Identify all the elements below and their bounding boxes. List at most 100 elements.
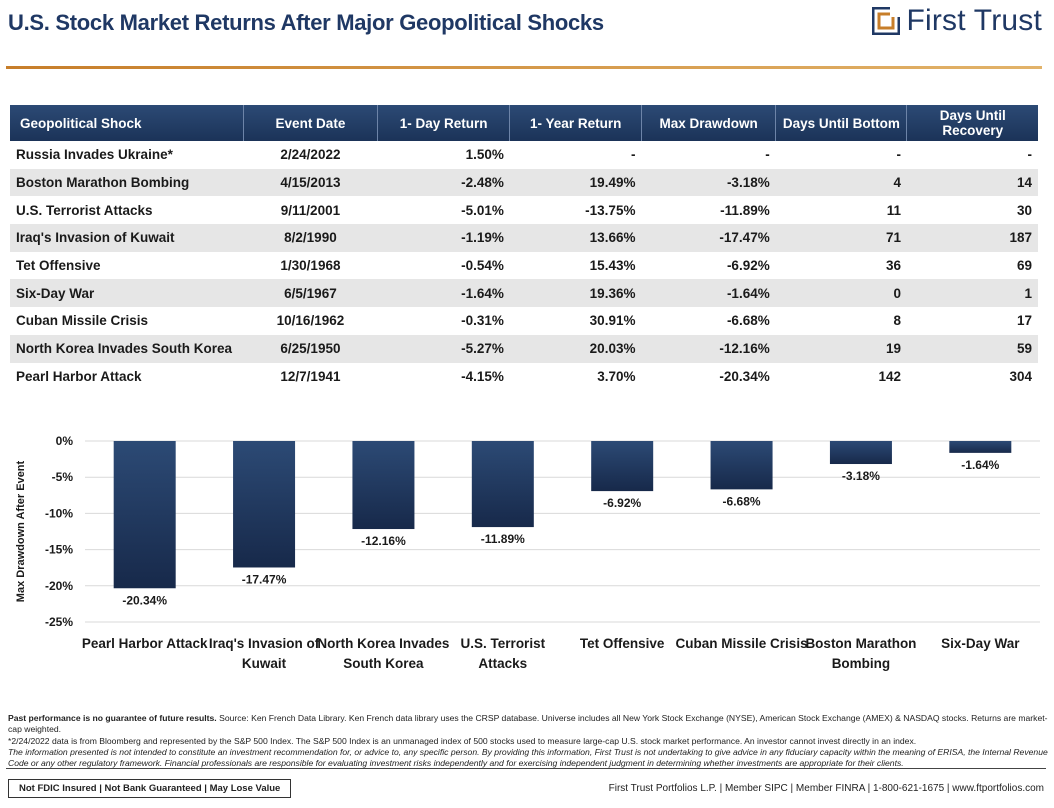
table-row: Boston Marathon Bombing 4/15/2013 -2.48% 19… <box>10 168 1038 197</box>
cell-bottom: 11 <box>886 202 901 218</box>
data-label: -6.92% <box>603 496 641 510</box>
data-label: -12.16% <box>361 534 406 548</box>
x-tick-label: Iraq's Invasion of <box>209 636 320 651</box>
x-tick-label: Boston Marathon <box>805 636 916 651</box>
cell-drawdown: -17.47% <box>641 224 776 252</box>
table-body: Russia Invades Ukraine* 2/24/2022 1.50% - - -… <box>10 141 1038 390</box>
cell-date: 10/16/1962 <box>276 313 345 329</box>
cell-1year: -13.75% <box>585 202 636 218</box>
x-tick-label: South Korea <box>343 656 424 671</box>
data-label: -3.18% <box>842 469 880 483</box>
table-row: Iraq's Invasion of Kuwait 8/2/1990 -1.19% 1… <box>10 224 1038 252</box>
bar <box>829 441 892 465</box>
cell-bottom: 4 <box>775 168 907 197</box>
header-col-bottom: Days Until Bottom <box>775 105 907 141</box>
y-axis-label: Max Drawdown After Event <box>15 460 27 602</box>
cell-drawdown: -12.16% <box>641 334 776 363</box>
cell-bottom: 8 <box>893 313 901 329</box>
cell-drawdown: -1.64% <box>641 279 776 308</box>
table-row: Tet Offensive 1/30/1968 -0.54% 15.43% -6.92%… <box>10 252 1038 280</box>
header-col-1day: 1- Day Return <box>376 105 510 141</box>
cell-date: 6/5/1967 <box>243 279 378 308</box>
cell-recovery: 17 <box>1016 313 1032 329</box>
cell-1year: 20.03% <box>509 334 642 363</box>
table-row: Pearl Harbor Attack 12/7/1941 -4.15% 3.70% -… <box>10 363 1038 391</box>
cell-shock: Tet Offensive <box>16 258 101 274</box>
bar <box>233 441 296 568</box>
cell-1day: -1.19% <box>377 224 510 252</box>
cell-bottom: 36 <box>885 258 901 274</box>
header-divider <box>6 66 1042 69</box>
cell-shock: Six-Day War <box>10 279 244 308</box>
data-label: -20.34% <box>122 593 167 607</box>
max-drawdown-chart: 0% -5% -10% -15% -20% -25% Max Drawdown After … <box>15 434 1040 671</box>
footnote-line3: The information presented is not intende… <box>8 746 1048 769</box>
cell-date: 2/24/2022 <box>280 147 341 163</box>
x-tick-label: Kuwait <box>242 656 287 671</box>
footnote-lead: Past performance is no guarantee of futu… <box>8 713 217 723</box>
table-row: Cuban Missile Crisis 10/16/1962 -0.31% 30.9… <box>10 307 1038 335</box>
x-tick-label: U.S. Terrorist <box>461 636 546 651</box>
y-tick-label: -20% <box>45 579 73 593</box>
header-col-recovery: Days Until Recovery <box>906 105 1038 141</box>
bar <box>949 441 1012 453</box>
cell-recovery: 14 <box>906 168 1038 197</box>
header-col-drawdown: Max Drawdown <box>640 105 776 141</box>
cell-shock: Cuban Missile Crisis <box>16 313 149 329</box>
cell-drawdown: -6.68% <box>726 313 770 329</box>
contact-info: First Trust Portfolios L.P. | Member SIP… <box>608 783 1044 794</box>
x-tick-label: Six-Day War <box>941 636 1020 651</box>
cell-drawdown: - <box>765 147 770 163</box>
bar <box>352 441 415 530</box>
data-label: -11.89% <box>481 532 525 546</box>
y-tick-label: 0% <box>56 434 74 448</box>
cell-1day: -2.48% <box>377 168 510 197</box>
cell-bottom: 0 <box>775 279 907 308</box>
cell-shock: North Korea Invades South Korea <box>10 334 244 363</box>
cell-bottom: - <box>896 147 901 163</box>
cell-drawdown: -6.92% <box>726 258 770 274</box>
cell-shock: U.S. Terrorist Attacks <box>16 202 153 218</box>
table-row: Russia Invades Ukraine* 2/24/2022 1.50% - - -… <box>10 141 1038 169</box>
cell-1day: -5.01% <box>461 202 504 218</box>
footnote-line1: Source: Ken French Data Library. Ken Fre… <box>8 713 1048 735</box>
footnotes: Past performance is no guarantee of futu… <box>8 713 1048 769</box>
logo-text: First Trust <box>906 4 1042 37</box>
cell-1year: 30.91% <box>589 313 636 329</box>
cell-drawdown: -20.34% <box>719 368 770 384</box>
y-tick-label: -25% <box>45 615 73 629</box>
cell-1day: -1.64% <box>377 279 510 308</box>
cell-drawdown: -11.89% <box>720 202 770 218</box>
returns-table: Geopolitical Shock Event Date 1- Day Retur… <box>10 105 1038 390</box>
cell-shock: Russia Invades Ukraine* <box>16 147 173 163</box>
table-row: U.S. Terrorist Attacks 9/11/2001 -5.01% -13… <box>10 196 1038 224</box>
cell-shock: Iraq's Invasion of Kuwait <box>10 224 244 252</box>
cell-1year: 19.36% <box>509 279 642 308</box>
bar <box>591 441 654 492</box>
data-label: -17.47% <box>242 572 287 586</box>
table-header-row: Geopolitical Shock Event Date 1- Day Retur… <box>10 105 1038 141</box>
footnote-source: Past performance is no guarantee of futu… <box>8 713 1048 736</box>
cell-shock: Pearl Harbor Attack <box>16 368 142 384</box>
cell-date: 8/2/1990 <box>243 224 378 252</box>
cell-1day: -5.27% <box>377 334 510 363</box>
cell-recovery: 1 <box>906 279 1038 308</box>
cell-1day: 1.50% <box>465 147 504 163</box>
cell-recovery: 187 <box>906 224 1038 252</box>
cell-recovery: 30 <box>1016 202 1032 218</box>
table-row: North Korea Invades South Korea 6/25/1950… <box>10 334 1038 363</box>
cell-recovery: - <box>1027 147 1033 163</box>
cell-recovery: 69 <box>1016 258 1032 274</box>
page-title: U.S. Stock Market Returns After Major Ge… <box>8 10 604 35</box>
cell-date: 6/25/1950 <box>243 334 378 363</box>
cell-1year: 13.66% <box>509 224 642 252</box>
footer-divider <box>6 768 1046 769</box>
cell-1year: 19.49% <box>509 168 642 197</box>
bar <box>471 441 534 528</box>
cell-recovery: 59 <box>906 334 1038 363</box>
header-col-1year: 1- Year Return <box>509 105 642 141</box>
cell-1day: -4.15% <box>461 368 504 384</box>
cell-1year: - <box>630 147 636 163</box>
first-trust-logo: First Trust <box>871 4 1042 38</box>
x-tick-label: Bombing <box>832 656 891 671</box>
